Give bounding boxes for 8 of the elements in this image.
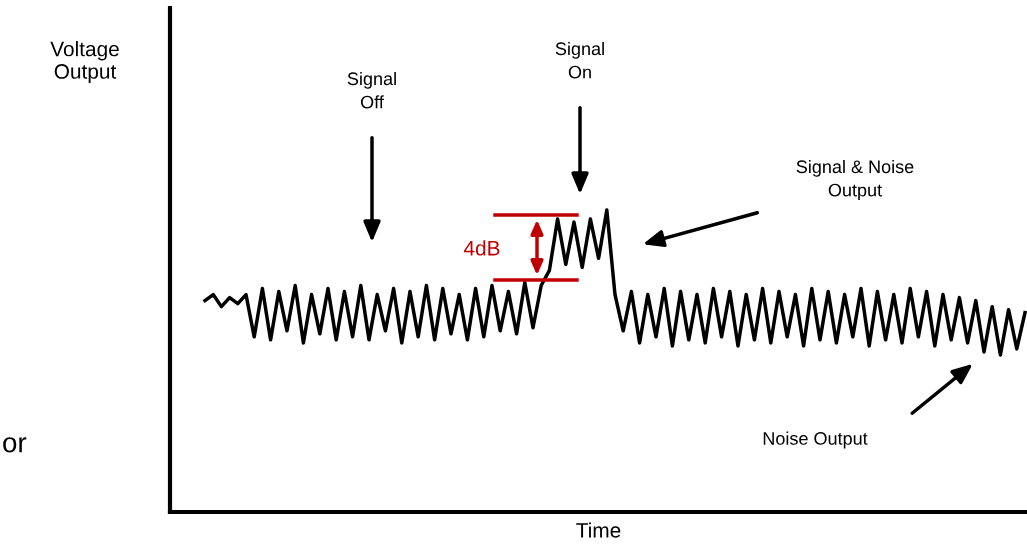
text: Voltage Output — [50, 41, 119, 83]
text: Signal & Noise Output — [796, 159, 914, 201]
annotation: Noise Output — [763, 431, 868, 449]
text: or — [3, 437, 27, 453]
x-axis-title: Time — [576, 522, 621, 538]
annotation: 4dB — [463, 240, 500, 256]
text: Signal Off — [347, 71, 396, 109]
text: Signal On — [555, 41, 604, 79]
